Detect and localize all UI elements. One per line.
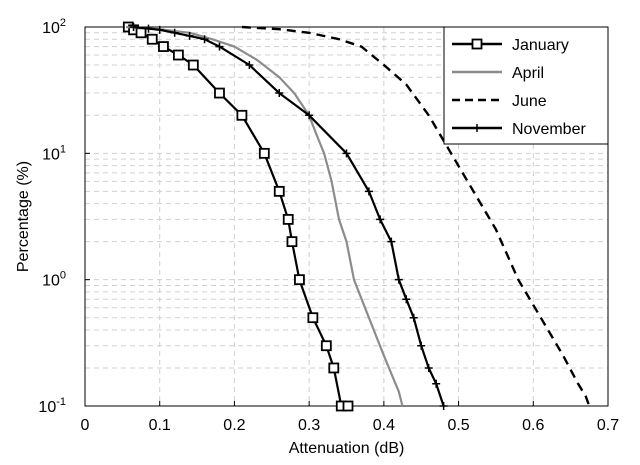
legend-label: November: [512, 121, 586, 138]
square-marker: [294, 274, 305, 286]
y-tick-label: 101: [42, 143, 66, 163]
square-marker: [328, 362, 340, 374]
x-tick-label: 0.2: [223, 417, 245, 434]
legend: January April June November: [443, 26, 609, 145]
legend-label: April: [512, 65, 544, 82]
series-line: [126, 25, 404, 407]
square-marker: [146, 33, 158, 45]
y-tick-exponent: -1: [56, 396, 66, 408]
x-tick-label: 0.4: [373, 417, 395, 434]
y-tick-label: 10-1: [38, 396, 66, 416]
series-january: [122, 21, 354, 412]
plus-marker: [473, 124, 481, 132]
y-axis-label: Percentage (%): [15, 161, 32, 272]
x-tick-label: 0.5: [447, 417, 469, 434]
plus-marker: [200, 35, 209, 44]
y-tick-label: 102: [42, 17, 66, 37]
plus-marker: [170, 28, 179, 37]
square-marker: [320, 340, 332, 352]
square-marker: [307, 312, 319, 324]
legend-item: November: [452, 121, 586, 138]
plus-marker: [394, 275, 403, 284]
legend-item: June: [452, 93, 547, 110]
legend-item: January: [452, 37, 569, 54]
x-tick-label: 0.6: [522, 417, 544, 434]
legend-label: June: [512, 93, 547, 110]
plus-marker: [155, 25, 164, 34]
plus-marker: [245, 61, 254, 70]
square-marker: [286, 236, 298, 248]
square-marker: [135, 27, 147, 39]
y-tick-base: 10: [38, 399, 56, 416]
y-tick-exponent: 1: [60, 143, 66, 155]
square-marker: [471, 38, 483, 50]
plus-marker: [387, 237, 396, 246]
legend-box: [443, 26, 609, 145]
series-april: [126, 25, 404, 407]
legend-item: April: [452, 65, 544, 82]
plus-marker: [364, 187, 373, 196]
plus-marker: [342, 149, 351, 158]
series-line: [241, 25, 591, 407]
x-tick-label: 0.1: [149, 417, 171, 434]
plus-marker: [439, 402, 448, 410]
x-tick-label: 0: [81, 417, 90, 434]
plus-marker: [417, 341, 426, 350]
plus-marker: [215, 42, 224, 51]
y-tick-base: 10: [42, 146, 60, 163]
y-tick-exponent: 2: [60, 17, 66, 29]
series-june: [241, 25, 591, 407]
plus-marker: [409, 313, 418, 322]
plus-marker: [402, 295, 411, 304]
square-marker: [172, 49, 184, 61]
x-tick-label: 0.3: [298, 417, 320, 434]
plus-marker: [129, 23, 138, 31]
legend-label: January: [512, 37, 569, 54]
x-tick-label: 0.7: [597, 417, 619, 434]
y-tick-base: 10: [42, 20, 60, 37]
x-tick-labels: 0 0.1 0.2 0.3 0.4 0.5 0.6 0.7: [81, 401, 619, 434]
square-marker: [187, 59, 199, 71]
series-line: [127, 26, 348, 408]
plus-marker: [305, 111, 314, 120]
square-marker: [158, 41, 169, 52]
series-november: [129, 23, 448, 410]
square-marker: [214, 87, 225, 99]
plus-marker: [424, 363, 433, 372]
y-tick-label: 100: [42, 270, 66, 290]
square-marker: [342, 400, 354, 412]
square-marker: [273, 185, 285, 197]
x-axis-label: Attenuation (dB): [289, 440, 405, 457]
y-tick-exponent: 0: [60, 270, 66, 282]
square-marker: [282, 213, 294, 225]
plus-marker: [144, 24, 153, 33]
square-marker: [258, 147, 270, 159]
plus-marker: [432, 379, 441, 388]
y-tick-base: 10: [42, 273, 60, 290]
plus-marker: [376, 215, 385, 224]
plus-marker: [275, 89, 284, 98]
plus-marker: [185, 31, 194, 40]
series-layer: [122, 21, 591, 412]
square-marker: [236, 109, 248, 121]
